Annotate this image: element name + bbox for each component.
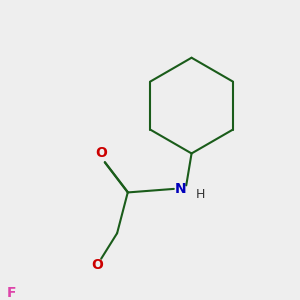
Text: H: H (196, 188, 205, 201)
Text: O: O (95, 146, 107, 161)
Text: N: N (175, 182, 187, 196)
Text: O: O (92, 258, 103, 272)
Text: F: F (7, 286, 16, 300)
